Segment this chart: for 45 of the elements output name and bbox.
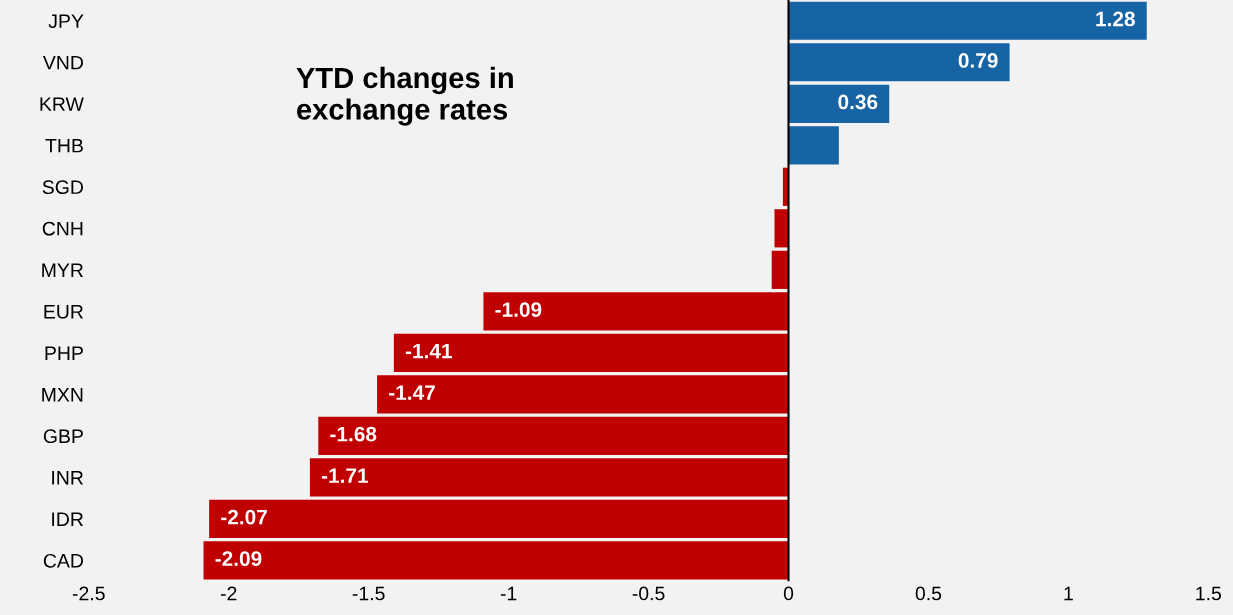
y-tick-label: THB <box>45 138 83 153</box>
x-tick-label: 0 <box>783 586 794 601</box>
y-tick-label: GBP <box>43 429 83 444</box>
y-tick-label: PHP <box>45 346 83 360</box>
text: YTD changes in exchange rates <box>296 66 513 126</box>
x-tick-label: -1.5 <box>352 586 385 601</box>
bar <box>788 1 1147 40</box>
bar <box>788 84 890 123</box>
bar <box>483 292 789 331</box>
bar <box>393 333 789 372</box>
y-tick-label: IDR <box>52 512 84 526</box>
y-tick-label: CNH <box>42 221 83 236</box>
y-tick-label: CAD <box>43 553 83 568</box>
y-tick-label: SGD <box>42 180 83 195</box>
data-label: -1.41 <box>405 343 452 359</box>
data-label: -1.71 <box>321 468 368 483</box>
x-tick-label: 0.5 <box>915 586 942 601</box>
x-tick-label: -0.5 <box>632 586 665 601</box>
y-tick-label: MYR <box>42 263 84 277</box>
y-tick-label: VND <box>42 55 83 70</box>
x-tick-label: 1 <box>1064 586 1073 601</box>
y-tick-label: KRW <box>40 97 84 111</box>
data-label: 0.36 <box>838 94 878 110</box>
data-label: -1.47 <box>389 385 435 400</box>
bar <box>203 541 789 580</box>
x-tick-label: -2 <box>220 586 237 601</box>
data-label: -1.68 <box>330 426 377 442</box>
x-tick-label: -1 <box>500 586 517 601</box>
x-tick-label: -2.5 <box>72 586 105 601</box>
y-tick-label: INR <box>52 471 84 485</box>
bar <box>788 43 1010 82</box>
x-tick-label: 1.5 <box>1196 586 1222 601</box>
y-tick-label: MXN <box>42 388 83 402</box>
data-label: -2.09 <box>215 551 262 567</box>
y-tick-label: JPY <box>48 14 84 28</box>
y-tick-label: EUR <box>44 305 84 319</box>
bar <box>318 416 789 455</box>
data-label: 1.28 <box>1096 11 1135 27</box>
bar <box>309 458 789 497</box>
bar <box>788 126 839 165</box>
data-label: -1.09 <box>495 302 542 317</box>
bar <box>377 375 789 414</box>
bar <box>209 499 789 538</box>
data-label: -2.07 <box>221 509 267 525</box>
data-label: 0.79 <box>958 53 998 68</box>
